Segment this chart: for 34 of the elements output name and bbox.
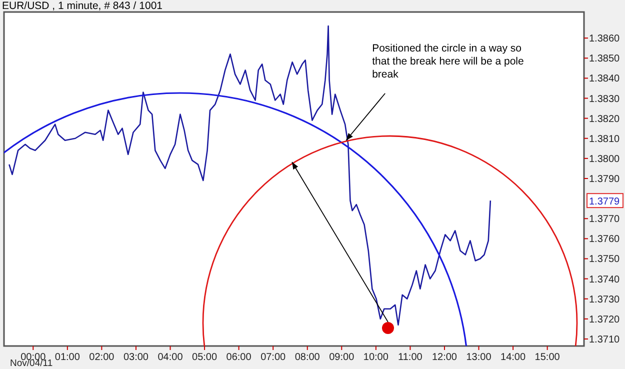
y-tick-label: 1.3810	[589, 134, 620, 145]
y-tick-label: 1.3840	[589, 74, 620, 85]
y-tick-label: 1.3790	[589, 174, 620, 185]
x-tick-label: 12:00	[432, 352, 458, 363]
annotation: Positioned the circle in a way so that the break here will be a pole break	[372, 42, 524, 80]
x-tick-label: 09:00	[329, 352, 355, 363]
y-tick-label: 1.3730	[589, 294, 620, 306]
x-tick-label: 14:00	[500, 352, 526, 363]
x-tick-label: 05:00	[192, 352, 218, 363]
x-tick-label: 01:00	[54, 352, 80, 363]
y-tick-label: 1.3750	[589, 254, 620, 266]
x-tick-label: 13:00	[466, 352, 492, 363]
chart-title: EUR/USD , 1 minute, # 843 / 1001	[2, 0, 163, 12]
y-tick-label: 1.3830	[589, 94, 620, 105]
y-tick-label: 1.3820	[589, 114, 620, 125]
y-tick-label: 1.3710	[589, 334, 620, 346]
y-tick-label: 1.3800	[589, 154, 620, 165]
x-tick-label: 08:00	[294, 352, 320, 363]
x-tick-label: 11:00	[398, 352, 423, 363]
x-tick-label: 10:00	[363, 352, 389, 363]
x-tick-label: 07:00	[260, 352, 286, 363]
y-tick-label: 1.3770	[589, 214, 620, 226]
x-tick-label: 15:00	[534, 352, 560, 363]
y-tick-label: 1.3720	[589, 314, 620, 326]
y-tick-label: 1.3850	[589, 54, 620, 65]
x-tick-label: 04:00	[158, 352, 184, 363]
y-tick-label: 1.3740	[589, 274, 620, 286]
x-tick-label: 06:00	[226, 352, 252, 363]
x-tick-label: 02:00	[89, 352, 115, 363]
y-tick-label: 1.3860	[589, 34, 620, 45]
text: Nov/04/11	[10, 358, 53, 369]
x-tick-label: 03:00	[123, 352, 149, 363]
y-tick-label: 1.3760	[589, 234, 620, 246]
annotation: 1.3779	[589, 196, 620, 208]
